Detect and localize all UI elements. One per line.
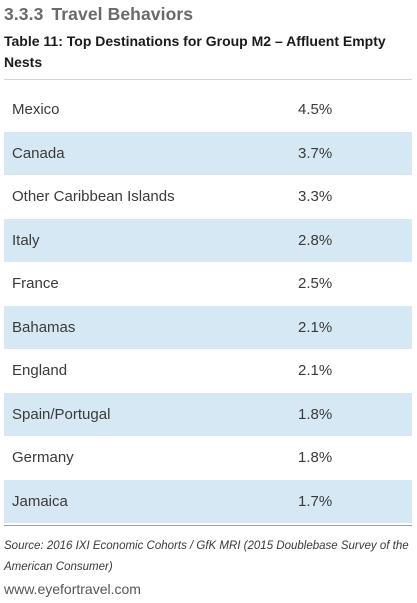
destination-cell: England [12, 362, 68, 380]
table-row: Other Caribbean Islands 3.3% [4, 175, 412, 219]
table-row: Germany 1.8% [4, 436, 412, 480]
destination-cell: Canada [4, 131, 272, 175]
share-cell: 3.3% [298, 188, 333, 206]
table-row: Mexico 4.5% [4, 88, 412, 132]
section-number: 3.3.3 [4, 4, 44, 24]
table-row: Canada 3.7% [4, 131, 412, 175]
table-row: Italy 2.8% [4, 218, 412, 262]
destination-cell: Jamaica [4, 479, 272, 523]
share-cell: 1.8% [272, 392, 412, 436]
destination-cell: France [12, 275, 59, 293]
share-cell: 1.7% [272, 479, 412, 523]
destination-cell: Mexico [12, 101, 60, 119]
table-row: Jamaica 1.7% [4, 479, 412, 523]
destinations-table: Mexico 4.5% Canada 3.7% Other Caribbean … [4, 88, 412, 523]
source-note: Source: 2016 IXI Economic Cohorts / GfK … [4, 540, 409, 573]
destination-cell: Other Caribbean Islands [12, 188, 175, 206]
share-cell: 1.8% [298, 449, 333, 467]
share-cell: 4.5% [298, 101, 333, 119]
destination-cell: Germany [12, 449, 74, 467]
table-caption: Table 11: Top Destinations for Group M2 … [4, 33, 386, 70]
share-cell: 2.1% [298, 362, 333, 380]
section-title: Travel Behaviors [51, 4, 194, 24]
destination-cell: Spain/Portugal [4, 392, 272, 436]
destination-cell: Bahamas [4, 305, 272, 349]
destination-cell: Italy [4, 218, 272, 262]
share-cell: 2.5% [298, 275, 333, 293]
table-row: Spain/Portugal 1.8% [4, 392, 412, 436]
share-cell: 2.1% [272, 305, 412, 349]
section-heading: 3.3.3 Travel Behaviors [4, 4, 193, 25]
footer-url[interactable]: www.eyefortravel.com [4, 581, 141, 597]
share-cell: 2.8% [272, 218, 412, 262]
table-row: England 2.1% [4, 349, 412, 393]
share-cell: 3.7% [272, 131, 412, 175]
table-row: France 2.5% [4, 262, 412, 306]
table-top-rule [4, 79, 412, 80]
table-bottom-rule [4, 525, 412, 526]
table-row: Bahamas 2.1% [4, 305, 412, 349]
